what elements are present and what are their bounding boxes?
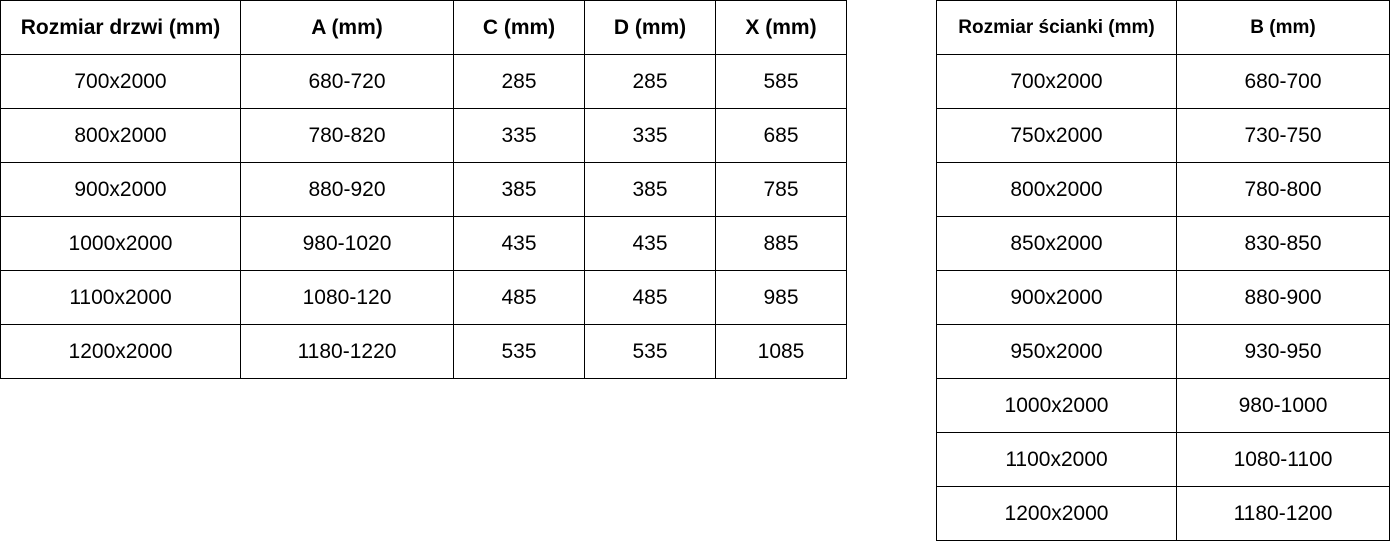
table-cell: 1080-120 — [240, 270, 454, 325]
table-cell: 885 — [715, 216, 847, 271]
table-row: 1100x2000 1080-120 485 485 985 — [0, 270, 847, 325]
table-cell: 830-850 — [1176, 216, 1390, 271]
table-cell: 900x2000 — [0, 162, 241, 217]
column-header: Rozmiar ścianki (mm) — [936, 0, 1177, 55]
table-row: 1200x2000 1180-1220 535 535 1085 — [0, 324, 847, 379]
table-row: 1200x2000 1180-1200 — [936, 486, 1390, 541]
table-cell: 1000x2000 — [0, 216, 241, 271]
table-cell: 685 — [715, 108, 847, 163]
table-cell: 535 — [453, 324, 585, 379]
table-cell: 980-1020 — [240, 216, 454, 271]
table-cell: 335 — [453, 108, 585, 163]
table-cell: 585 — [715, 54, 847, 109]
table-cell: 980-1000 — [1176, 378, 1390, 433]
table-cell: 1200x2000 — [936, 486, 1177, 541]
table-cell: 985 — [715, 270, 847, 325]
table-row: 700x2000 680-700 — [936, 54, 1390, 109]
table-row: 1000x2000 980-1020 435 435 885 — [0, 216, 847, 271]
table-cell: 700x2000 — [936, 54, 1177, 109]
table-row: 900x2000 880-920 385 385 785 — [0, 162, 847, 217]
table-row: 800x2000 780-800 — [936, 162, 1390, 217]
table-cell: 880-920 — [240, 162, 454, 217]
table-cell: 780-820 — [240, 108, 454, 163]
table-cell: 785 — [715, 162, 847, 217]
table-cell: 285 — [453, 54, 585, 109]
table-cell: 485 — [584, 270, 716, 325]
table-cell: 750x2000 — [936, 108, 1177, 163]
table-cell: 780-800 — [1176, 162, 1390, 217]
table-cell: 950x2000 — [936, 324, 1177, 379]
table-cell: 485 — [453, 270, 585, 325]
table-cell: 730-750 — [1176, 108, 1390, 163]
table-cell: 1080-1100 — [1176, 432, 1390, 487]
table-cell: 800x2000 — [0, 108, 241, 163]
table-cell: 435 — [453, 216, 585, 271]
table-cell: 285 — [584, 54, 716, 109]
table-row: 800x2000 780-820 335 335 685 — [0, 108, 847, 163]
table-row: 950x2000 930-950 — [936, 324, 1390, 379]
table-cell: 385 — [453, 162, 585, 217]
table-cell: 1100x2000 — [936, 432, 1177, 487]
table-cell: 880-900 — [1176, 270, 1390, 325]
table-cell: 1100x2000 — [0, 270, 241, 325]
table-row: 900x2000 880-900 — [936, 270, 1390, 325]
wall-size-table: Rozmiar ścianki (mm) B (mm) 700x2000 680-7… — [936, 0, 1390, 541]
table-row: 1100x2000 1080-1100 — [936, 432, 1390, 487]
column-header: X (mm) — [715, 0, 847, 55]
table-cell: 335 — [584, 108, 716, 163]
table-cell: 680-720 — [240, 54, 454, 109]
table-row: 1000x2000 980-1000 — [936, 378, 1390, 433]
table-row: 750x2000 730-750 — [936, 108, 1390, 163]
column-header: C (mm) — [453, 0, 585, 55]
table-row: 850x2000 830-850 — [936, 216, 1390, 271]
column-header: B (mm) — [1176, 0, 1390, 55]
table-cell: 435 — [584, 216, 716, 271]
door-table-header-row: Rozmiar drzwi (mm) A (mm) C (mm) D (mm) X (m… — [0, 0, 847, 55]
table-cell: 1000x2000 — [936, 378, 1177, 433]
column-header: A (mm) — [240, 0, 454, 55]
table-cell: 800x2000 — [936, 162, 1177, 217]
table-cell: 1085 — [715, 324, 847, 379]
wall-table-header-row: Rozmiar ścianki (mm) B (mm) — [936, 0, 1390, 55]
door-size-table: Rozmiar drzwi (mm) A (mm) C (mm) D (mm) X (m… — [0, 0, 847, 379]
table-cell: 1180-1220 — [240, 324, 454, 379]
table-cell: 1180-1200 — [1176, 486, 1390, 541]
table-cell: 900x2000 — [936, 270, 1177, 325]
table-cell: 850x2000 — [936, 216, 1177, 271]
column-header: D (mm) — [584, 0, 716, 55]
column-header: Rozmiar drzwi (mm) — [0, 0, 241, 55]
table-row: 700x2000 680-720 285 285 585 — [0, 54, 847, 109]
table-cell: 1200x2000 — [0, 324, 241, 379]
table-cell: 930-950 — [1176, 324, 1390, 379]
table-cell: 700x2000 — [0, 54, 241, 109]
table-cell: 535 — [584, 324, 716, 379]
table-cell: 680-700 — [1176, 54, 1390, 109]
table-cell: 385 — [584, 162, 716, 217]
